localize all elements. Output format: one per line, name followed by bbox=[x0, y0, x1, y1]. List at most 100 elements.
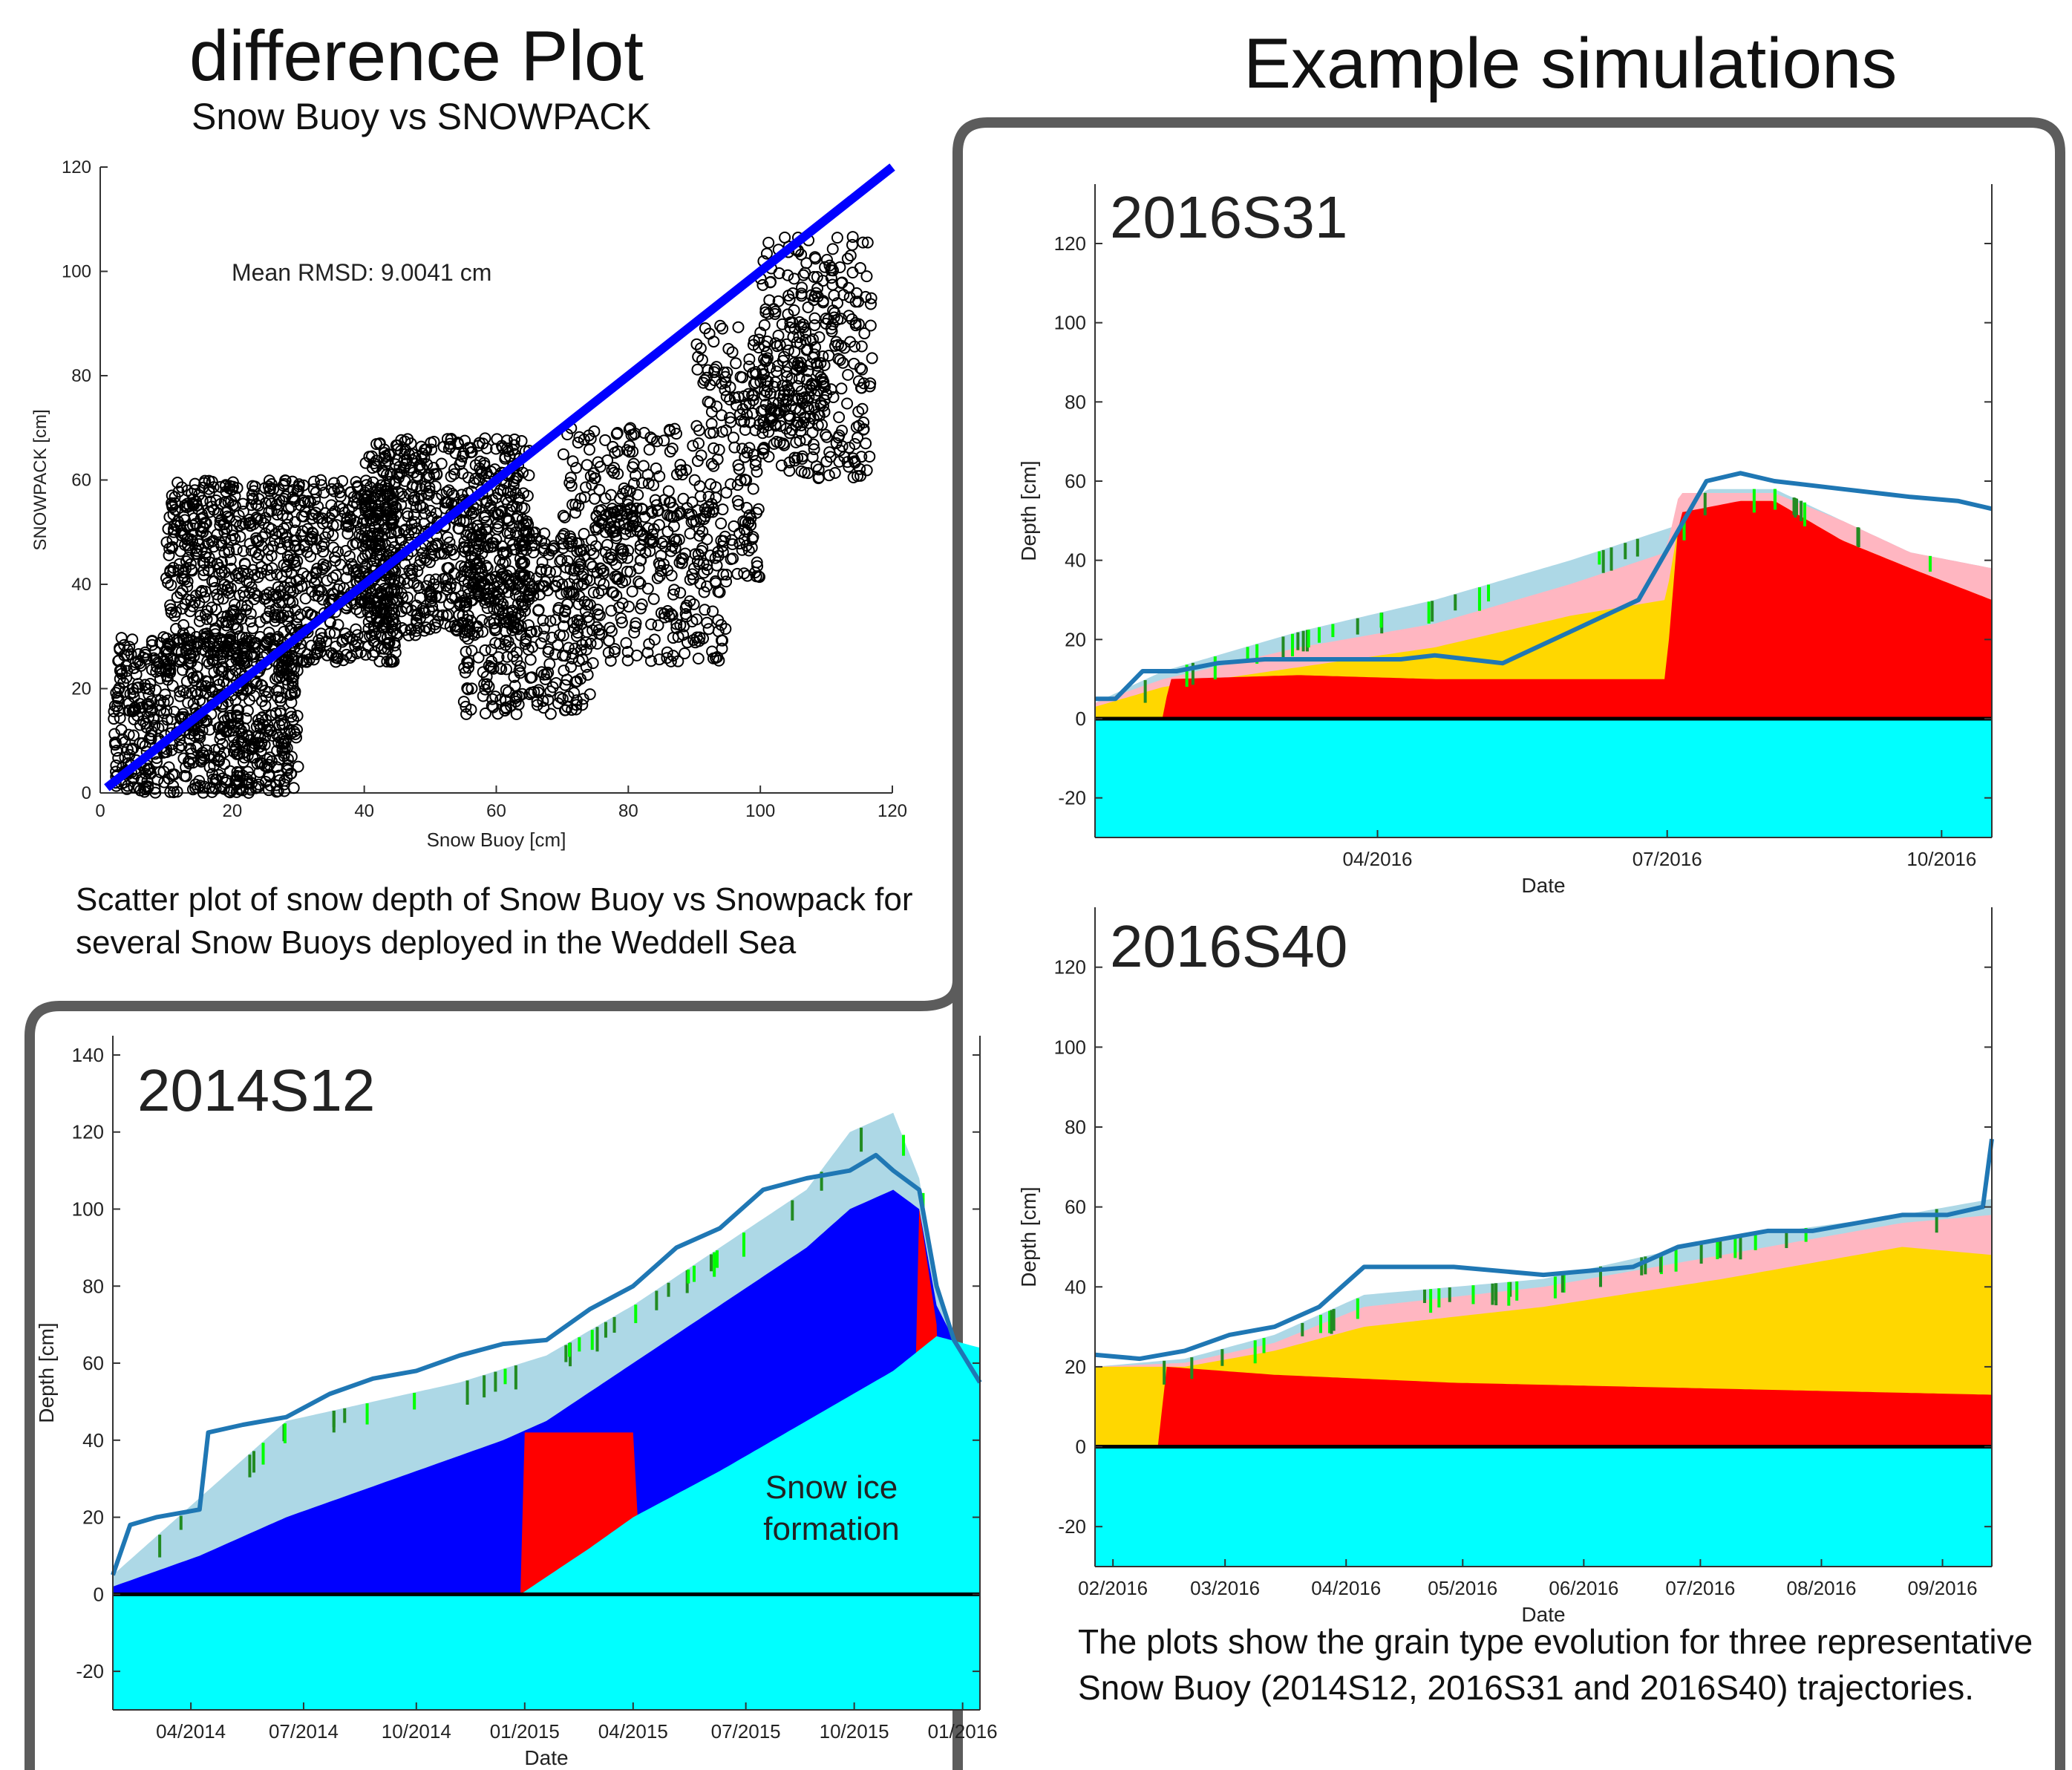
scatter-point bbox=[321, 574, 333, 587]
scatter-point bbox=[340, 648, 353, 661]
grain-streak bbox=[465, 1380, 469, 1405]
scatter-point bbox=[181, 520, 194, 533]
scatter-y-tick-label: 120 bbox=[62, 157, 91, 177]
scatter-point bbox=[255, 737, 268, 750]
scatter-point bbox=[320, 635, 333, 647]
scatter-point bbox=[181, 581, 194, 593]
scatter-point bbox=[232, 711, 244, 724]
scatter-point bbox=[285, 696, 298, 709]
scatter-point bbox=[143, 688, 155, 701]
scatter-point bbox=[315, 479, 327, 492]
grain-streak bbox=[902, 1134, 906, 1156]
scatter-point bbox=[187, 697, 200, 710]
scatter-point bbox=[287, 483, 300, 496]
grain-streak bbox=[612, 1316, 616, 1333]
scatter-point bbox=[164, 667, 177, 679]
grain-streak bbox=[158, 1535, 162, 1558]
scatter-point bbox=[318, 486, 330, 499]
scatter-point bbox=[223, 786, 236, 799]
scatter-point bbox=[112, 692, 125, 705]
scatter-point bbox=[167, 561, 180, 574]
scatter-point bbox=[263, 597, 275, 610]
scatter-point bbox=[327, 572, 339, 584]
grain-streak bbox=[564, 1345, 568, 1362]
grain-streak bbox=[692, 1265, 696, 1282]
scatter-point bbox=[281, 764, 294, 777]
scatter-point bbox=[382, 637, 394, 650]
scatter-point bbox=[278, 747, 291, 760]
scatter-point bbox=[183, 647, 196, 660]
scatter-point bbox=[161, 673, 174, 686]
grain-streak bbox=[860, 1127, 863, 1152]
scatter-point bbox=[110, 759, 122, 771]
scatter-point bbox=[171, 515, 184, 528]
frame-right-panel bbox=[952, 117, 2065, 1770]
scatter-point bbox=[178, 573, 191, 586]
grain-streak bbox=[248, 1454, 252, 1477]
scatter-point bbox=[347, 565, 360, 578]
scatter-point bbox=[197, 749, 210, 762]
scatter-point bbox=[265, 725, 278, 737]
scatter-point bbox=[151, 756, 163, 768]
scatter-point bbox=[128, 781, 140, 794]
scatter-point bbox=[121, 743, 134, 756]
chart-id-label: 2014S12 bbox=[137, 1057, 375, 1123]
scatter-point bbox=[238, 642, 251, 655]
scatter-point bbox=[278, 492, 290, 505]
scatter-point bbox=[231, 770, 244, 783]
scatter-point bbox=[331, 583, 344, 595]
scatter-point bbox=[244, 587, 256, 599]
scatter-point bbox=[195, 610, 207, 622]
y-tick-label: 100 bbox=[72, 1198, 104, 1220]
scatter-point bbox=[202, 564, 215, 577]
scatter-point bbox=[162, 665, 174, 678]
grain-streak bbox=[667, 1282, 670, 1297]
scatter-point bbox=[220, 640, 233, 653]
scatter-point bbox=[217, 722, 229, 734]
scatter-point bbox=[196, 494, 209, 507]
scatter-point bbox=[197, 786, 209, 799]
scatter-point bbox=[122, 728, 135, 741]
scatter-point bbox=[249, 569, 261, 581]
grain-streak bbox=[568, 1342, 572, 1357]
scatter-point bbox=[263, 759, 275, 771]
scatter-point bbox=[108, 705, 120, 718]
scatter-point bbox=[195, 755, 207, 768]
scatter-point bbox=[235, 735, 248, 748]
scatter-point bbox=[141, 763, 154, 776]
scatter-point bbox=[184, 742, 197, 755]
scatter-point bbox=[341, 527, 354, 540]
scatter-point bbox=[298, 496, 311, 509]
scatter-point bbox=[273, 664, 286, 677]
scatter-point bbox=[325, 499, 338, 512]
scatter-point bbox=[203, 483, 215, 495]
scatter-point bbox=[174, 654, 187, 667]
scatter-point bbox=[190, 495, 203, 508]
scatter-point bbox=[282, 610, 295, 623]
scatter-point bbox=[318, 507, 331, 520]
scatter-point bbox=[114, 712, 126, 725]
scatter-point bbox=[248, 636, 261, 649]
grain-streak bbox=[514, 1365, 517, 1390]
scatter-point bbox=[260, 690, 272, 703]
scatter-point bbox=[237, 517, 249, 530]
scatter-point bbox=[146, 634, 158, 647]
grain-streak bbox=[283, 1423, 287, 1443]
scatter-point bbox=[180, 770, 192, 783]
scatter-point bbox=[229, 490, 241, 503]
scatter-point bbox=[189, 685, 202, 698]
scatter-point bbox=[278, 774, 291, 787]
scatter-point bbox=[254, 615, 267, 628]
scatter-point bbox=[278, 522, 290, 535]
scatter-point bbox=[290, 731, 303, 744]
scatter-point bbox=[226, 483, 238, 496]
scatter-point bbox=[206, 613, 219, 626]
scatter-point bbox=[206, 768, 218, 780]
scatter-point bbox=[353, 606, 366, 618]
annotation-line-2: formation bbox=[763, 1511, 899, 1547]
scatter-point bbox=[293, 573, 306, 586]
scatter-point bbox=[246, 622, 259, 635]
scatter-point bbox=[316, 563, 329, 575]
scatter-caption: Scatter plot of snow depth of Snow Buoy … bbox=[76, 881, 913, 961]
scatter-point bbox=[173, 558, 186, 570]
